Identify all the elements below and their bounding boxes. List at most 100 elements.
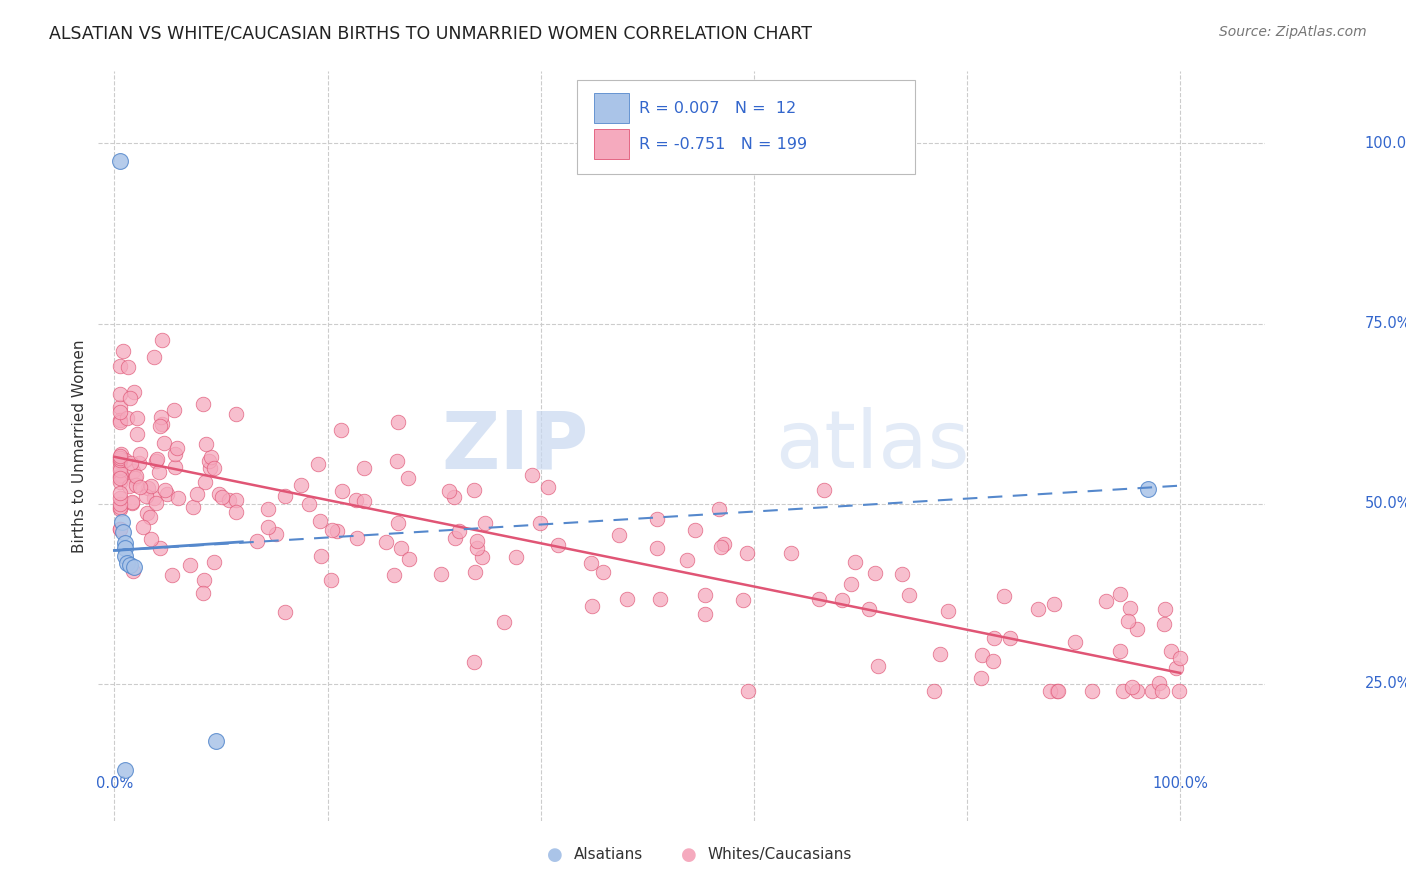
Point xyxy=(981,655,1004,669)
Point xyxy=(326,524,349,539)
Point xyxy=(160,567,183,582)
Point xyxy=(115,410,138,425)
Point xyxy=(139,510,162,524)
Point xyxy=(650,591,672,606)
Point xyxy=(387,415,409,429)
Text: R = -0.751   N = 199: R = -0.751 N = 199 xyxy=(638,136,807,152)
Point xyxy=(136,507,159,521)
Point xyxy=(108,359,131,373)
Point xyxy=(117,478,139,492)
Point xyxy=(1000,632,1022,646)
Point xyxy=(695,607,717,621)
Point xyxy=(298,497,321,511)
Point xyxy=(111,525,134,540)
Point xyxy=(163,403,186,417)
Point xyxy=(194,475,217,490)
Point xyxy=(108,450,131,465)
Point xyxy=(307,458,329,472)
Text: ZIP: ZIP xyxy=(441,407,589,485)
Point xyxy=(1121,680,1143,694)
Point xyxy=(464,565,486,579)
Point xyxy=(108,413,131,427)
Point xyxy=(813,483,835,498)
Point xyxy=(191,586,214,600)
Point xyxy=(195,437,218,451)
Point xyxy=(166,442,188,456)
Point xyxy=(121,495,143,509)
FancyBboxPatch shape xyxy=(576,80,915,174)
Point xyxy=(166,491,188,505)
Point xyxy=(1112,684,1135,698)
Point xyxy=(1137,482,1160,496)
Point xyxy=(122,464,145,478)
Point xyxy=(108,401,131,415)
Point xyxy=(128,457,150,471)
Point xyxy=(108,502,131,516)
Point xyxy=(120,456,142,470)
Point xyxy=(780,546,803,560)
Point xyxy=(645,511,668,525)
Text: 75.0%: 75.0% xyxy=(1365,316,1406,331)
Point xyxy=(839,577,862,591)
Point xyxy=(713,537,735,551)
Point xyxy=(114,763,136,777)
Point xyxy=(163,447,186,461)
Point xyxy=(443,491,465,505)
Point xyxy=(463,655,485,669)
Point xyxy=(110,447,132,461)
Point xyxy=(928,647,950,661)
Point xyxy=(150,333,173,347)
Point xyxy=(114,536,136,550)
Point xyxy=(290,478,312,492)
Point xyxy=(108,405,131,419)
Point xyxy=(737,684,759,698)
Point xyxy=(179,558,201,573)
Point xyxy=(127,427,149,442)
Point xyxy=(108,475,131,490)
Point xyxy=(1140,684,1163,698)
Point xyxy=(389,541,412,555)
Point xyxy=(1043,597,1066,611)
Point xyxy=(132,520,155,534)
Point xyxy=(1039,684,1062,698)
Point xyxy=(529,516,551,530)
Point xyxy=(111,343,134,358)
Point xyxy=(1152,684,1174,698)
Point xyxy=(193,397,215,411)
Point xyxy=(970,671,993,685)
Point xyxy=(108,522,131,536)
Bar xyxy=(595,93,630,123)
Point xyxy=(972,648,994,662)
Point xyxy=(868,659,890,673)
Point xyxy=(1118,614,1140,628)
Point xyxy=(353,461,375,475)
Point xyxy=(186,486,208,500)
Point xyxy=(1026,602,1049,616)
Point xyxy=(993,589,1015,603)
Point xyxy=(139,479,162,493)
Point xyxy=(108,460,131,475)
Point xyxy=(1126,623,1149,637)
Point xyxy=(129,480,152,494)
Point xyxy=(607,528,630,542)
Point xyxy=(145,454,167,468)
Y-axis label: Births to Unmarried Women: Births to Unmarried Women xyxy=(72,339,87,553)
Point xyxy=(122,560,145,574)
Point xyxy=(1064,635,1087,649)
Point xyxy=(200,450,222,465)
Point xyxy=(616,591,638,606)
Point xyxy=(863,566,886,580)
Point xyxy=(1160,644,1182,658)
Point xyxy=(142,350,165,364)
Point xyxy=(149,541,172,555)
Point xyxy=(110,467,132,482)
Point xyxy=(465,541,488,556)
Point xyxy=(150,410,173,425)
Point xyxy=(114,549,136,563)
Point xyxy=(430,566,453,581)
Point xyxy=(465,533,488,548)
Point xyxy=(120,391,142,405)
Point xyxy=(936,603,959,617)
Point xyxy=(353,494,375,508)
Text: R = 0.007   N =  12: R = 0.007 N = 12 xyxy=(638,101,796,116)
